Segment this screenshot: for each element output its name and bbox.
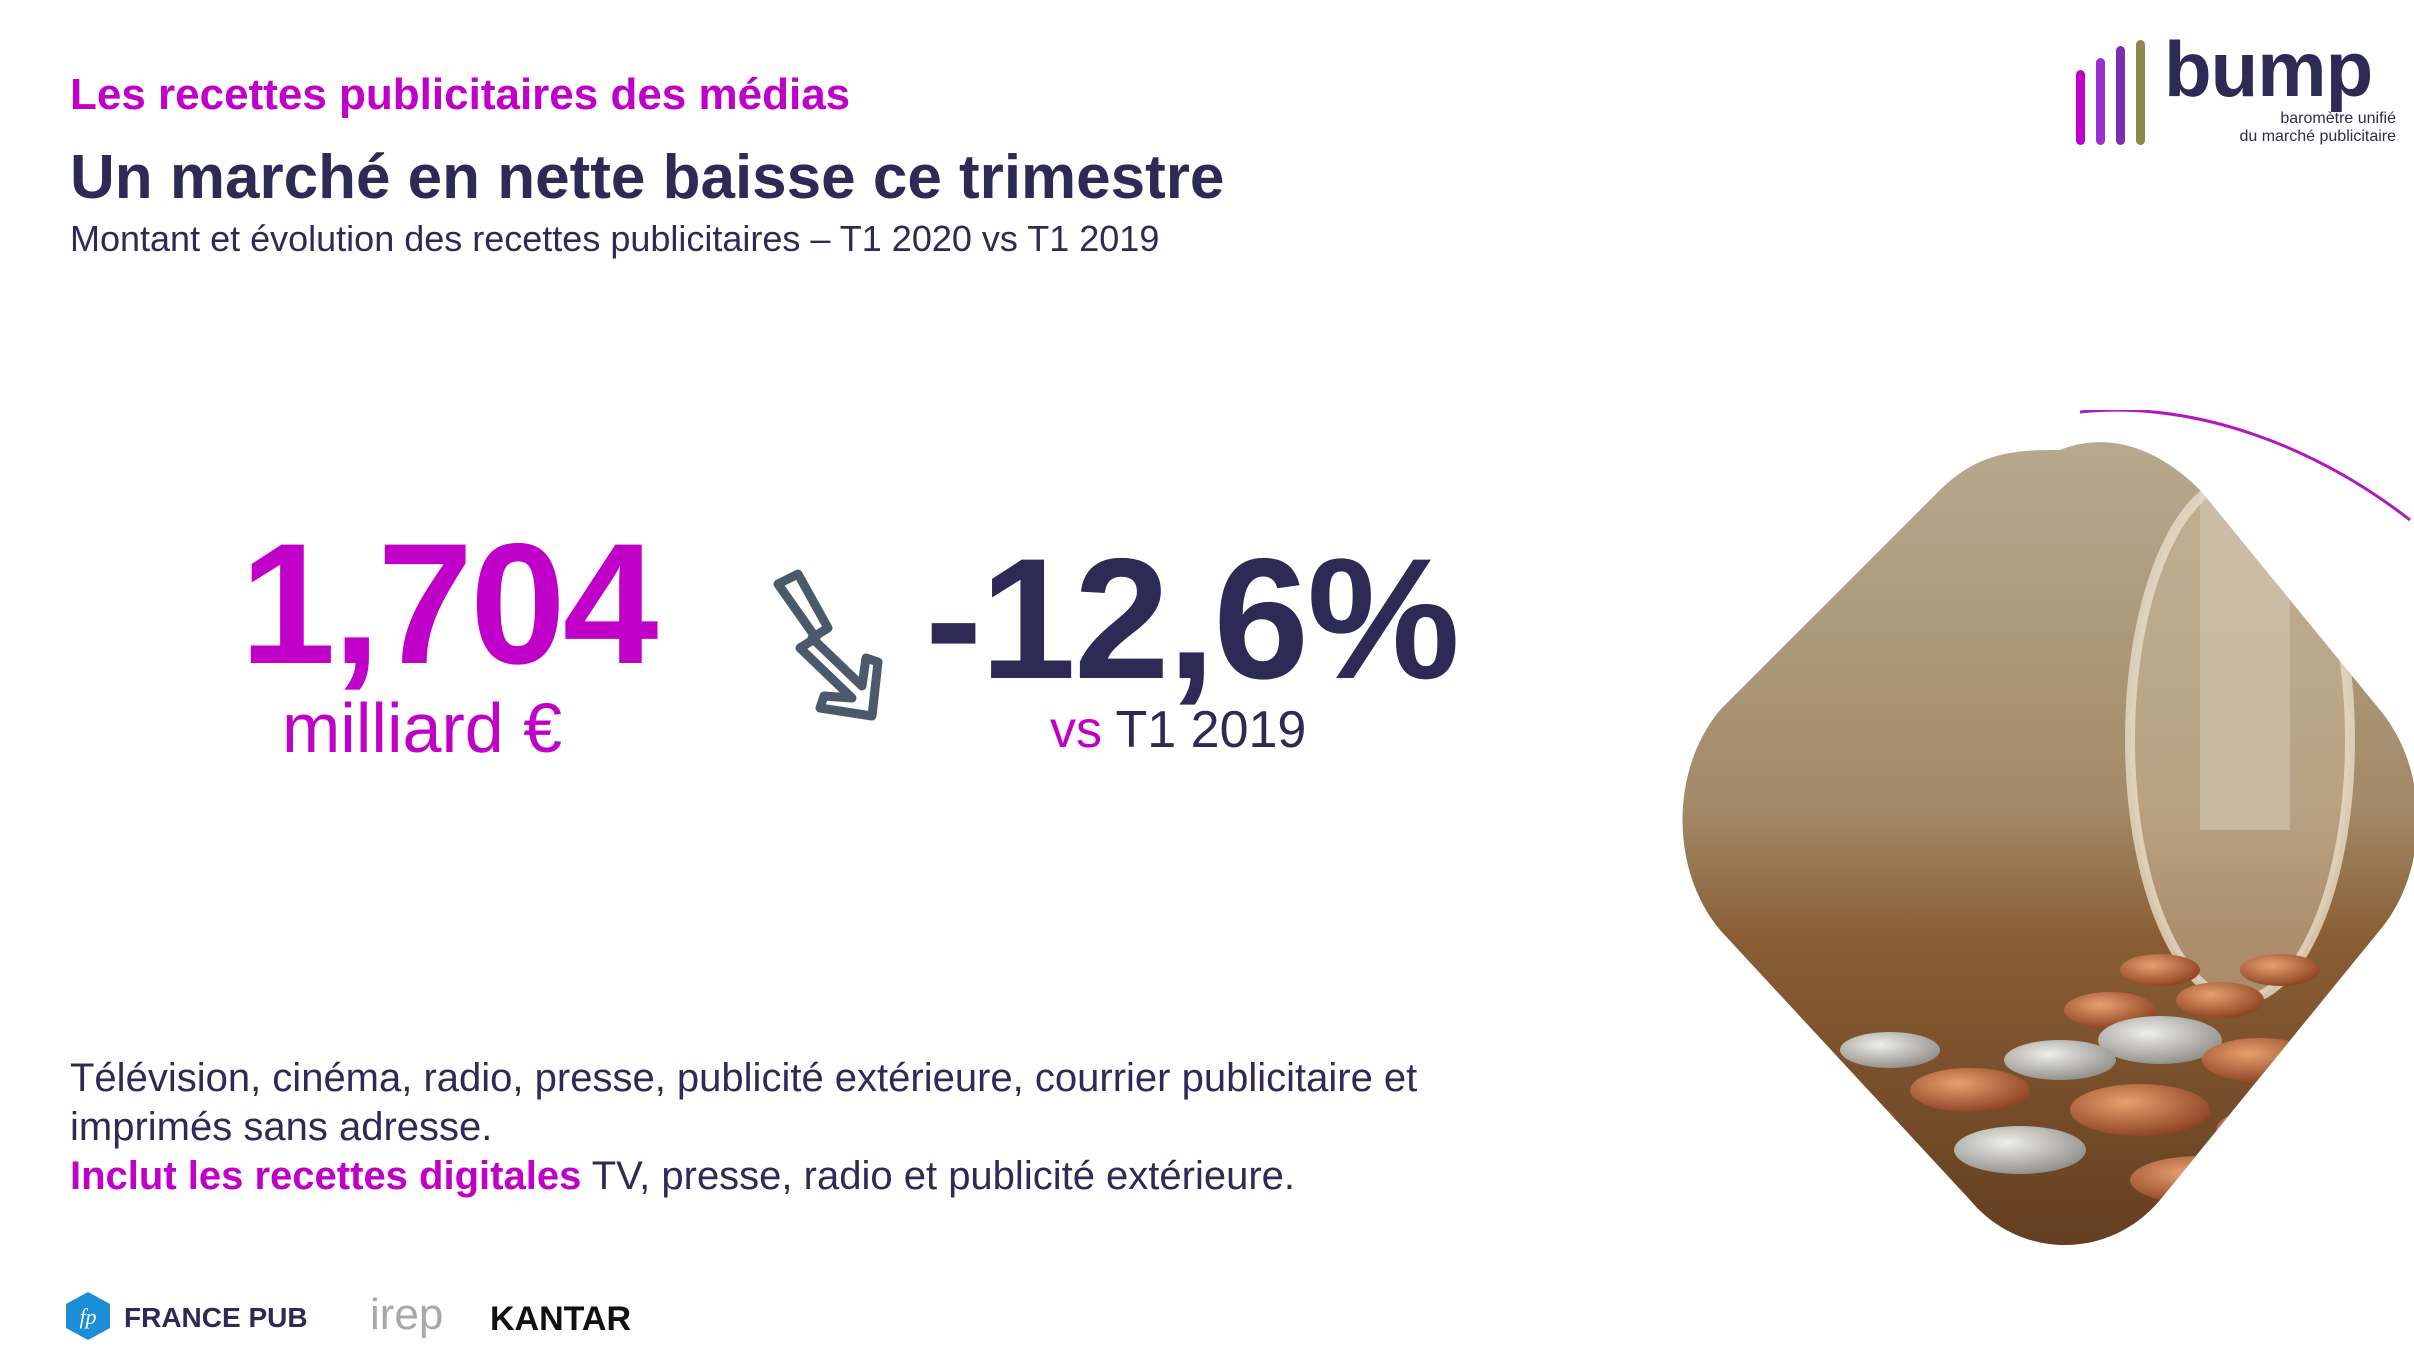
scope-highlight: Inclut les recettes digitales <box>70 1154 582 1198</box>
section-kicker: Les recettes publicitaires des médias <box>70 70 851 119</box>
france-pub-label: FRANCE PUB <box>124 1302 308 1333</box>
france-pub-logo-icon: fp <box>66 1292 110 1340</box>
bump-logo: bump baromètre unifié du marché publicit… <box>2066 25 2396 150</box>
revenue-amount: 1,704 <box>240 508 658 700</box>
change-period: T1 2019 <box>1115 701 1307 759</box>
page-subtitle: Montant et évolution des recettes public… <box>70 218 1160 259</box>
scope-media-list: Télévision, cinéma, radio, presse, publi… <box>70 1056 1418 1149</box>
coins-jar-photo <box>1682 410 2414 1245</box>
logo-tagline-line2: du marché publicitaire <box>2239 128 2396 145</box>
logo-tagline-line1: baromètre unifié <box>2280 110 2396 127</box>
change-vs-label: vs <box>1050 701 1102 759</box>
irep-label: irep <box>370 1290 444 1339</box>
logo-wordmark: bump <box>2164 25 2373 113</box>
kantar-label: KANTAR <box>490 1300 632 1338</box>
revenue-unit: milliard € <box>282 689 563 767</box>
logo-tagline: baromètre unifié du marché publicitaire <box>2216 110 2396 146</box>
partner-logos: fp FRANCE PUB irep KANTAR <box>62 1290 762 1342</box>
down-trend-arrow-icon <box>773 569 883 721</box>
change-comparison: vs T1 2019 <box>1050 700 1306 760</box>
logo-bars-icon <box>2076 40 2145 145</box>
page-title: Un marché en nette baisse ce trimestre <box>70 143 1225 212</box>
change-percentage: -12,6% <box>925 523 1460 715</box>
scope-digital-list: TV, presse, radio et publicité extérieur… <box>581 1154 1296 1198</box>
scope-description: Télévision, cinéma, radio, presse, publi… <box>70 1054 1570 1201</box>
france-pub-badge-text: fp <box>79 1304 96 1329</box>
